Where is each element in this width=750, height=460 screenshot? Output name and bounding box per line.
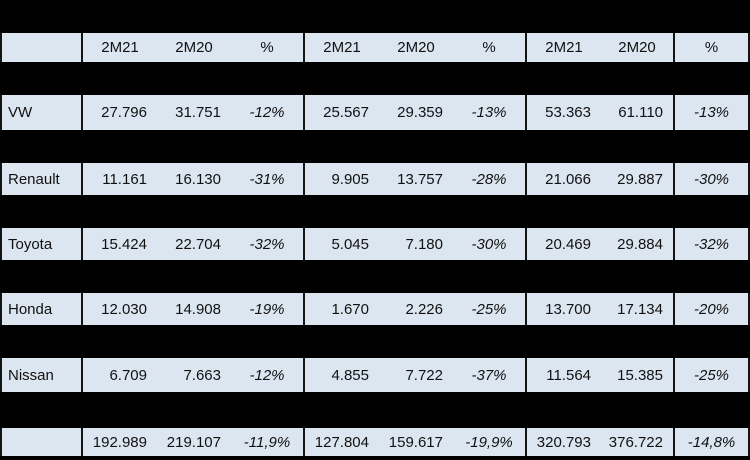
data-cell: 29.884 bbox=[601, 228, 675, 260]
data-cell: 4.855 bbox=[331, 366, 369, 384]
total-cell: 127.804 bbox=[314, 433, 369, 451]
header-cell-g2-2m21: 2M21 bbox=[323, 39, 361, 56]
data-cell: 14.908 bbox=[175, 300, 221, 318]
total-percent-cell: -11,9% bbox=[231, 428, 305, 456]
percent-cell: -25% bbox=[453, 293, 527, 325]
header-cell-g3-2m20: 2M20 bbox=[601, 33, 675, 62]
percent-cell: -31% bbox=[231, 163, 305, 195]
percent-cell: -12% bbox=[231, 358, 305, 392]
data-cell: 9.905 bbox=[331, 170, 369, 188]
total-percent-cell: -14,8% bbox=[687, 433, 736, 451]
data-cell: 7.180 bbox=[405, 235, 443, 253]
total-cell: 159.617 bbox=[388, 433, 443, 451]
data-cell: 29.887 bbox=[601, 163, 675, 195]
data-cell: 29.359 bbox=[397, 104, 443, 121]
data-cell: 27.796 bbox=[101, 104, 147, 121]
percent-cell: -32% bbox=[231, 228, 305, 260]
header-cell-g3-pct: % bbox=[704, 39, 719, 56]
row-label: Renault bbox=[2, 163, 83, 195]
data-cell: 2.226 bbox=[405, 300, 443, 318]
data-cell: 7.722 bbox=[405, 366, 443, 384]
percent-cell: -12% bbox=[231, 95, 305, 130]
data-cell: 12.030 bbox=[101, 300, 147, 318]
total-cell: 192.989 bbox=[92, 433, 147, 451]
table-row-renault: Renault 11.161 16.130 -31% 9.905 13.757 … bbox=[0, 163, 750, 195]
data-cell: 15.385 bbox=[601, 358, 675, 392]
total-cell: 219.107 bbox=[166, 433, 221, 451]
percent-cell: -13% bbox=[693, 104, 730, 121]
header-cell-g1-2m20: 2M20 bbox=[175, 39, 213, 56]
data-cell: 11.161 bbox=[102, 170, 147, 188]
table-row-toyota: Toyota 15.424 22.704 -32% 5.045 7.180 -3… bbox=[0, 228, 750, 260]
percent-cell: -37% bbox=[453, 358, 527, 392]
total-row-label bbox=[2, 428, 83, 456]
percent-cell: -20% bbox=[693, 300, 730, 318]
table-row-nissan: Nissan 6.709 7.663 -12% 4.855 7.722 -37%… bbox=[0, 358, 750, 392]
total-percent-cell: -19,9% bbox=[453, 428, 527, 456]
header-cell-brand bbox=[2, 33, 83, 62]
data-cell: 20.469 bbox=[545, 235, 591, 253]
data-cell: 7.663 bbox=[183, 366, 221, 384]
data-cell: 1.670 bbox=[331, 300, 369, 318]
header-cell-g2-pct: % bbox=[453, 33, 527, 62]
row-label: Honda bbox=[2, 293, 83, 325]
data-cell: 5.045 bbox=[331, 235, 369, 253]
data-cell: 31.751 bbox=[175, 104, 221, 121]
data-cell: 22.704 bbox=[175, 235, 221, 253]
table-row-vw: VW 27.796 31.751 -12% 25.567 29.359 -13%… bbox=[0, 95, 750, 130]
data-cell: 21.066 bbox=[545, 170, 591, 188]
data-cell: 6.709 bbox=[109, 366, 147, 384]
total-cell: 320.793 bbox=[536, 433, 591, 451]
data-cell: 16.130 bbox=[175, 170, 221, 188]
data-cell: 13.700 bbox=[545, 300, 591, 318]
percent-cell: -28% bbox=[453, 163, 527, 195]
header-cell-g1-pct: % bbox=[231, 33, 305, 62]
header-cell-g1-2m21: 2M21 bbox=[101, 39, 139, 56]
data-cell: 11.564 bbox=[546, 366, 591, 384]
data-cell: 15.424 bbox=[101, 235, 147, 253]
table-header-row: 2M21 2M20 % 2M21 2M20 % 2M21 2M20 % bbox=[0, 33, 750, 62]
percent-cell: -30% bbox=[693, 170, 730, 188]
percent-cell: -32% bbox=[693, 235, 730, 253]
percent-cell: -25% bbox=[693, 366, 730, 384]
percent-cell: -19% bbox=[231, 293, 305, 325]
header-cell-g2-2m20: 2M20 bbox=[397, 39, 435, 56]
data-cell: 13.757 bbox=[397, 170, 443, 188]
total-cell: 376.722 bbox=[601, 428, 675, 456]
table-total-row: 192.989 219.107 -11,9% 127.804 159.617 -… bbox=[0, 428, 750, 456]
data-cell: 53.363 bbox=[545, 104, 591, 121]
row-label: VW bbox=[2, 95, 83, 130]
header-cell-g3-2m21: 2M21 bbox=[545, 39, 583, 56]
table-row-honda: Honda 12.030 14.908 -19% 1.670 2.226 -25… bbox=[0, 293, 750, 325]
row-label: Toyota bbox=[2, 228, 83, 260]
data-cell: 17.134 bbox=[601, 293, 675, 325]
data-cell: 25.567 bbox=[323, 104, 369, 121]
data-cell: 61.110 bbox=[601, 95, 675, 130]
percent-cell: -30% bbox=[453, 228, 527, 260]
percent-cell: -13% bbox=[453, 95, 527, 130]
row-label: Nissan bbox=[2, 358, 83, 392]
